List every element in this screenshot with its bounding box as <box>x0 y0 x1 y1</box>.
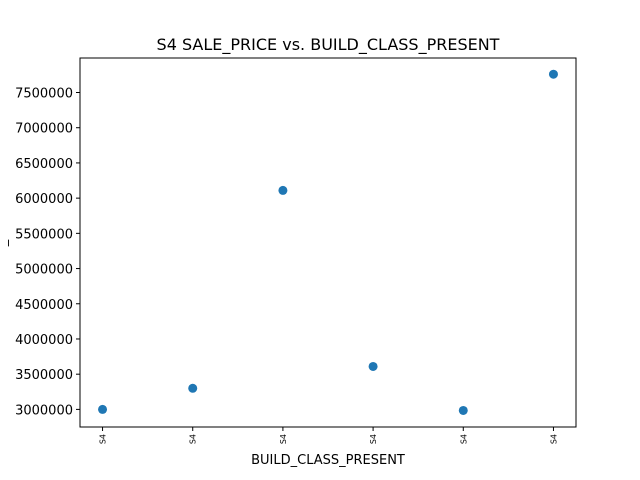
data-point <box>278 185 288 195</box>
y-tick-label: 4000000 <box>15 333 73 348</box>
data-point <box>98 404 108 414</box>
plot-frame <box>79 57 577 428</box>
x-tick-label: S4 <box>369 434 378 444</box>
y-tick-label: 4500000 <box>15 298 73 313</box>
x-axis-label: BUILD_CLASS_PRESENT <box>251 453 405 468</box>
data-point <box>188 383 198 393</box>
y-tick-label: 3000000 <box>15 403 73 418</box>
data-point <box>368 361 378 371</box>
x-axis: S4 S4 S4 S4 S4 S4 <box>99 427 558 444</box>
x-tick-label: S4 <box>279 434 288 444</box>
y-axis-label: _ <box>0 239 10 247</box>
data-point <box>548 69 558 79</box>
y-tick-label: 7500000 <box>15 87 73 102</box>
y-tick-label: 3500000 <box>15 368 73 383</box>
data-point <box>458 405 468 415</box>
y-tick-label: 6000000 <box>15 192 73 207</box>
y-axis: 3000000 3500000 4000000 4500000 5000000 55000… <box>15 87 80 418</box>
data-points <box>98 69 558 415</box>
x-tick-label: S4 <box>99 434 108 444</box>
y-tick-label: 5500000 <box>15 227 73 242</box>
x-tick-label: S4 <box>189 434 198 444</box>
x-tick-label: S4 <box>549 434 558 444</box>
x-tick-label: S4 <box>459 434 468 444</box>
y-tick-label: 6500000 <box>15 157 73 172</box>
chart-title: S4 SALE_PRICE vs. BUILD_CLASS_PRESENT <box>157 35 500 55</box>
y-tick-label: 7000000 <box>15 122 73 137</box>
y-tick-label: 5000000 <box>15 263 73 278</box>
